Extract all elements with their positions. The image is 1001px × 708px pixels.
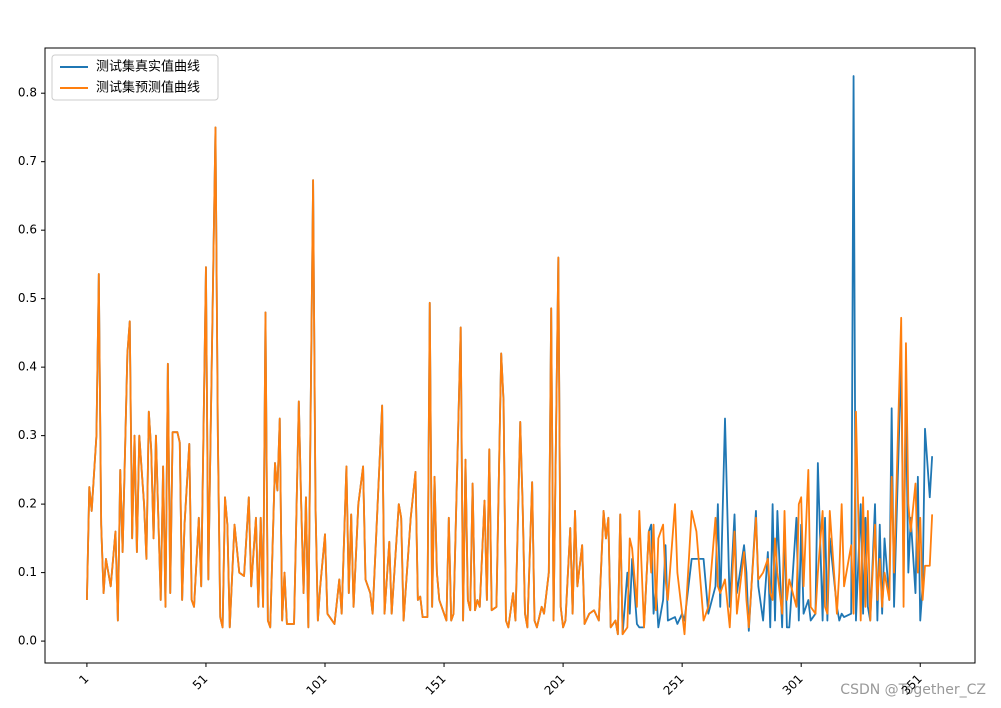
axes-frame [44,47,976,664]
y-tick-label: 0.8 [18,86,37,100]
y-tick-label: 0.3 [18,428,37,442]
legend-label: 测试集预测值曲线 [96,80,200,96]
x-tick-label: 51 [190,672,211,693]
x-tick-label: 1 [76,672,91,687]
y-tick-label: 0.7 [18,154,37,168]
x-tick-label: 101 [303,672,329,698]
y-tick-label: 0.4 [18,360,37,374]
x-tick-label: 301 [780,672,806,698]
legend-box [51,54,219,101]
legend-label: 测试集真实值曲线 [96,59,200,75]
y-tick-label: 0.2 [18,497,37,511]
x-tick-label: 151 [423,672,449,698]
y-tick-label: 0.5 [18,291,37,305]
y-tick-label: 0.6 [18,223,37,237]
x-tick-label: 251 [661,672,687,698]
series-line [86,126,934,636]
y-tick-label: 0.1 [18,565,37,579]
x-tick-label: 201 [542,672,568,698]
watermark: CSDN @Together_CZ [840,682,986,698]
y-tick-label: 0.0 [18,634,37,648]
